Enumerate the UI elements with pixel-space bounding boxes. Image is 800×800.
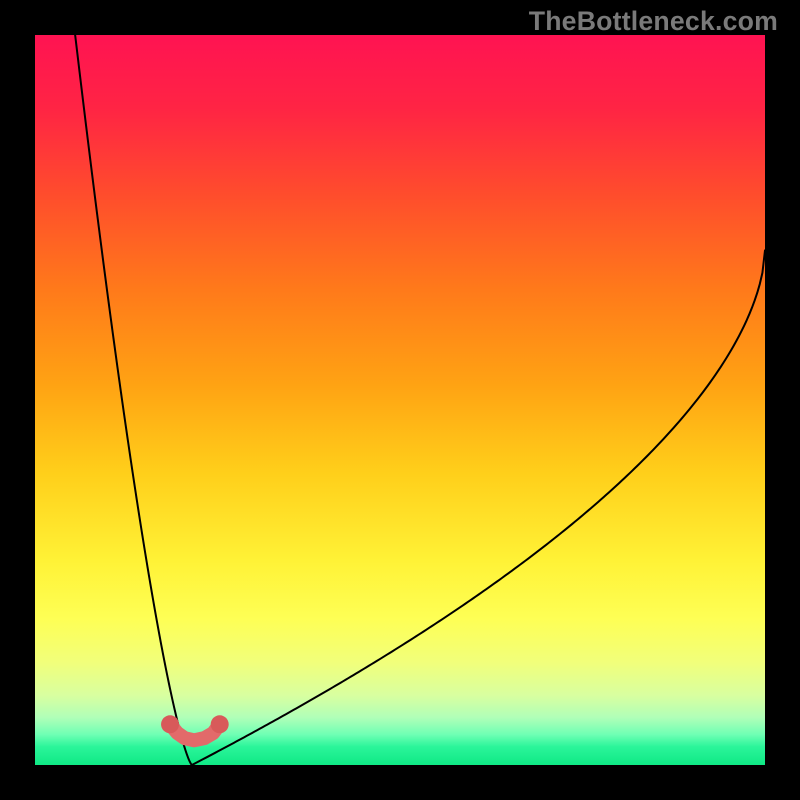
- figure-root: TheBottleneck.com: [0, 0, 800, 800]
- plot-svg: [35, 35, 765, 765]
- plot-area: [35, 35, 765, 765]
- watermark-text: TheBottleneck.com: [529, 6, 778, 37]
- plot-background: [35, 35, 765, 765]
